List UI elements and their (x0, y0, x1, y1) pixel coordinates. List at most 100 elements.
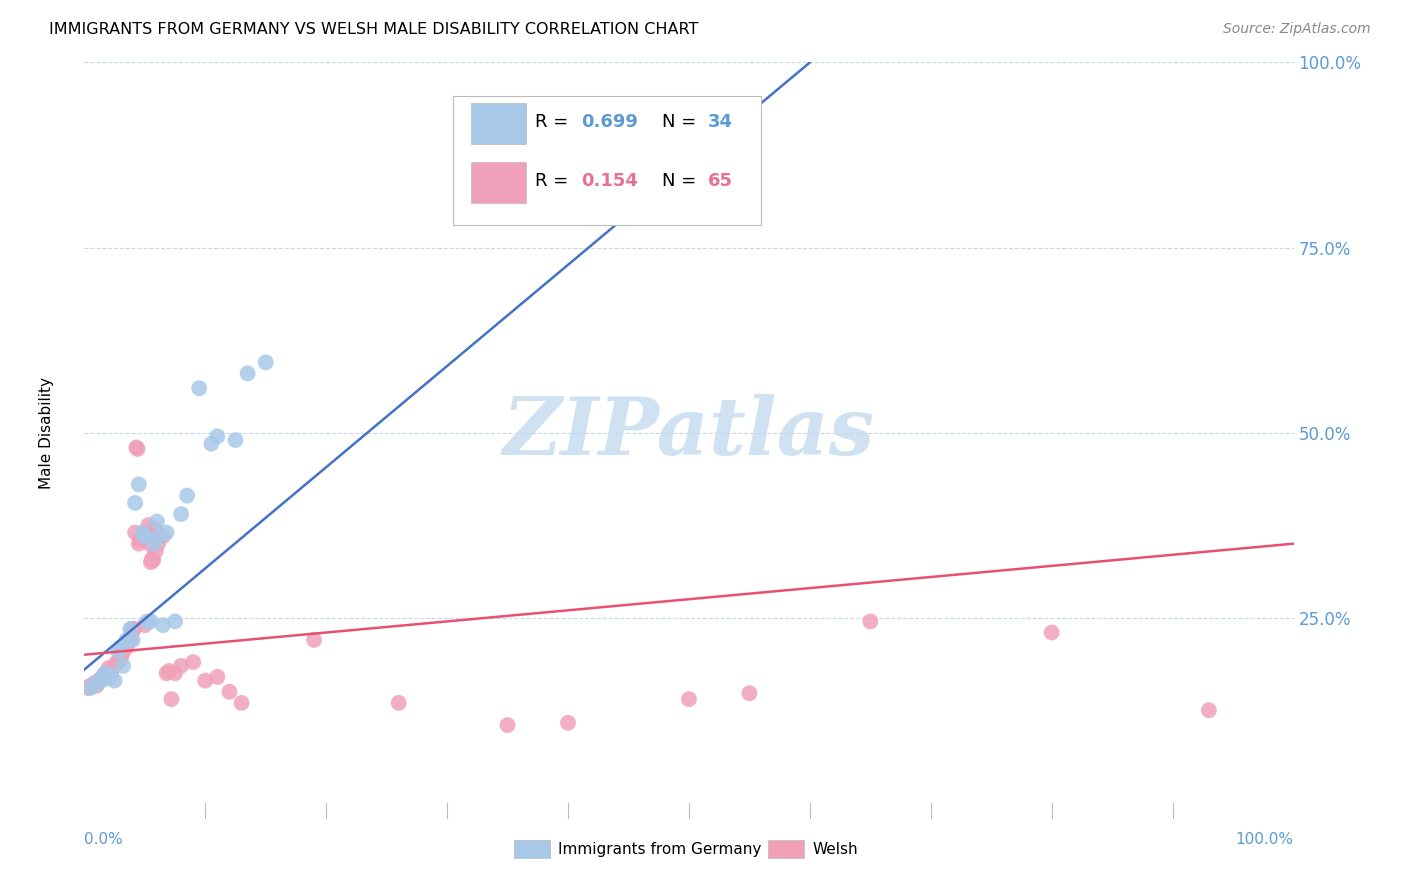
Point (181, 655, 204, 669)
Point (131, 525, 153, 540)
Point (98, 664, 121, 678)
Point (218, 685, 240, 699)
Point (124, 496, 146, 510)
Point (134, 618, 156, 632)
Text: R =: R = (536, 112, 575, 130)
Point (176, 489, 198, 503)
Point (90, 672, 112, 686)
Point (136, 615, 159, 629)
Text: 34: 34 (709, 112, 734, 130)
Point (104, 658, 127, 673)
Point (94, 666, 117, 681)
Point (207, 429, 229, 443)
Point (121, 622, 143, 636)
FancyBboxPatch shape (453, 95, 762, 226)
Point (79, 679, 101, 693)
Text: 0.154: 0.154 (581, 172, 638, 190)
Point (678, 692, 700, 706)
Point (94, 670, 117, 684)
Point (254, 355, 277, 369)
Point (200, 436, 222, 450)
Point (115, 632, 138, 647)
Point (101, 663, 124, 677)
Point (115, 640, 138, 655)
Point (104, 673, 127, 688)
Point (110, 651, 132, 665)
Text: 0.699: 0.699 (581, 112, 638, 130)
Point (155, 666, 177, 681)
Point (194, 673, 217, 688)
Point (231, 696, 253, 710)
Point (114, 637, 136, 651)
Point (87, 676, 110, 690)
FancyBboxPatch shape (471, 103, 526, 144)
Point (84, 676, 107, 690)
Point (152, 529, 174, 543)
FancyBboxPatch shape (768, 840, 804, 858)
Point (127, 442, 149, 456)
Point (859, 615, 882, 629)
Point (143, 522, 166, 536)
Point (118, 632, 141, 647)
Point (496, 718, 519, 732)
Point (110, 640, 132, 655)
Point (131, 533, 153, 547)
Point (129, 533, 152, 547)
Text: Immigrants from Germany: Immigrants from Germany (558, 842, 762, 857)
Point (121, 625, 143, 640)
Point (557, 715, 579, 730)
Point (138, 536, 160, 550)
Text: 100.0%: 100.0% (1236, 832, 1294, 847)
Point (128, 536, 150, 550)
Point (155, 525, 177, 540)
Point (87, 673, 110, 688)
Point (97, 661, 120, 675)
Point (122, 622, 145, 636)
Point (124, 525, 146, 540)
Point (111, 648, 134, 662)
Point (148, 529, 170, 543)
Point (112, 658, 135, 673)
Point (165, 666, 187, 681)
Point (1040, 625, 1063, 640)
Point (225, 433, 247, 447)
Point (170, 658, 193, 673)
Text: N =: N = (662, 172, 703, 190)
Text: Source: ZipAtlas.com: Source: ZipAtlas.com (1223, 22, 1371, 37)
Point (120, 622, 142, 636)
Point (142, 553, 165, 567)
Point (143, 536, 166, 550)
Point (236, 367, 259, 381)
Point (93, 668, 115, 682)
Point (160, 692, 183, 706)
Point (86, 679, 108, 693)
Point (165, 615, 187, 629)
Text: IMMIGRANTS FROM GERMANY VS WELSH MALE DISABILITY CORRELATION CHART: IMMIGRANTS FROM GERMANY VS WELSH MALE DI… (49, 22, 699, 37)
Point (146, 536, 169, 550)
Point (139, 555, 162, 569)
Point (112, 644, 135, 658)
Point (121, 632, 143, 647)
Point (146, 525, 169, 540)
Text: 65: 65 (709, 172, 734, 190)
Point (738, 686, 761, 700)
Point (146, 515, 169, 529)
Point (120, 632, 142, 647)
Point (388, 696, 411, 710)
Point (112, 640, 135, 655)
Point (91, 670, 114, 684)
Point (105, 655, 128, 669)
Text: N =: N = (662, 112, 703, 130)
FancyBboxPatch shape (513, 840, 550, 858)
Point (138, 518, 160, 533)
Text: 0.0%: 0.0% (84, 832, 124, 847)
Point (107, 644, 129, 658)
Point (100, 668, 122, 682)
Point (1198, 703, 1220, 717)
Point (139, 615, 162, 629)
Point (207, 670, 229, 684)
Point (117, 637, 139, 651)
Point (134, 529, 156, 543)
Point (152, 618, 174, 632)
Point (108, 654, 131, 668)
